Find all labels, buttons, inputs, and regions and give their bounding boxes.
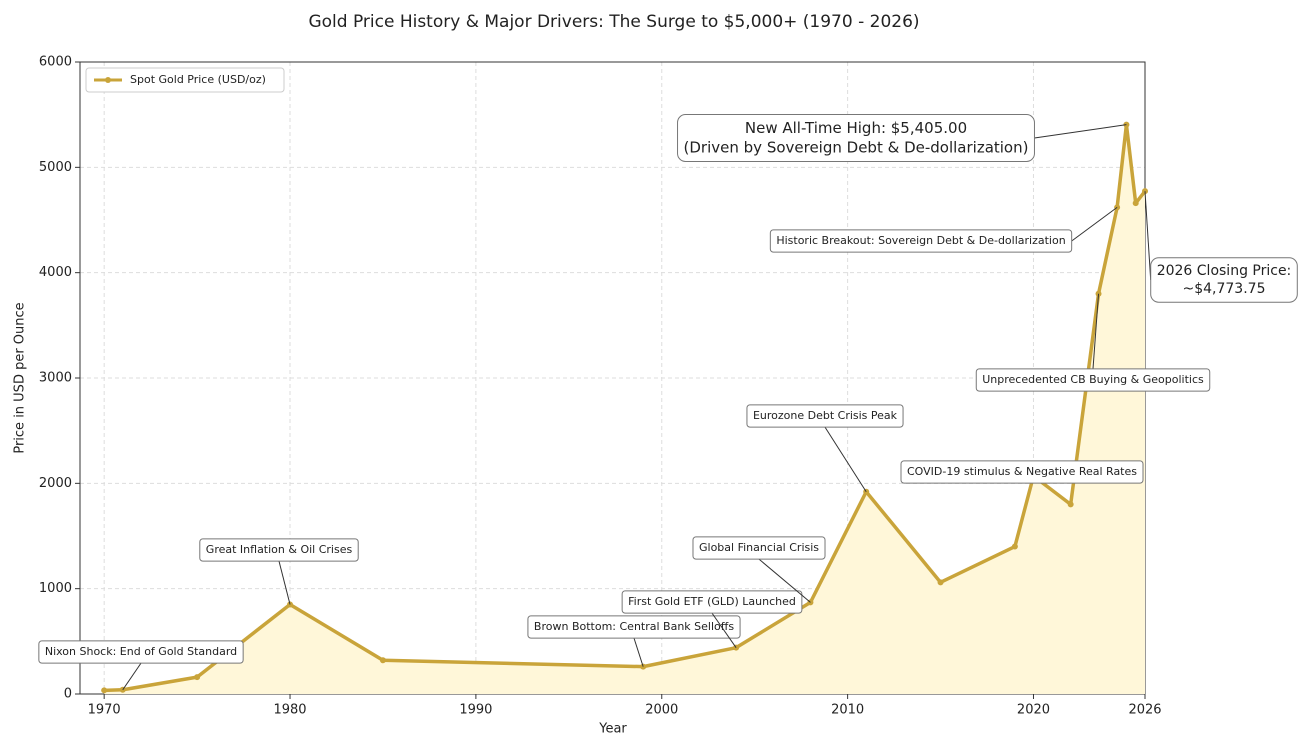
legend-swatch-dot bbox=[105, 77, 111, 83]
chart-title: Gold Price History & Major Drivers: The … bbox=[308, 12, 919, 32]
point bbox=[1067, 501, 1074, 508]
x-tick-label: 2000 bbox=[645, 703, 678, 718]
x-tick-label: 1980 bbox=[273, 703, 306, 718]
annotation-box bbox=[677, 114, 1035, 162]
annotation-text: New All-Time High: $5,405.00 bbox=[745, 119, 967, 137]
annotation-arrow bbox=[824, 426, 867, 493]
annotation-arrow bbox=[278, 561, 291, 605]
annotation-arrow bbox=[1071, 206, 1118, 242]
annotation-text: Eurozone Debt Crisis Peak bbox=[753, 409, 898, 422]
annotation-box bbox=[621, 590, 803, 614]
annotation-box bbox=[199, 538, 359, 562]
annotation-arrow bbox=[711, 612, 737, 648]
x-tick-label: 2020 bbox=[1017, 703, 1050, 718]
y-tick-label: 1000 bbox=[39, 581, 72, 596]
line bbox=[104, 122, 1147, 693]
annotation-text: Nixon Shock: End of Gold Standard bbox=[45, 645, 237, 658]
x-tick-label: 1970 bbox=[88, 703, 121, 718]
annotation-box bbox=[38, 640, 244, 664]
annotation: New All-Time High: $5,405.00(Driven by S… bbox=[677, 114, 1127, 162]
x-tick-label: 2010 bbox=[831, 703, 864, 718]
legend-label: Spot Gold Price (USD/oz) bbox=[130, 73, 266, 86]
y-tick-label: 2000 bbox=[39, 476, 72, 491]
annotation-arrow bbox=[1092, 293, 1100, 369]
annotation: COVID-19 stimulus & Negative Real Rates bbox=[900, 460, 1144, 484]
y-axis-label: Price in USD per Ounce bbox=[13, 302, 28, 453]
annotation-text: Brown Bottom: Central Bank Selloffs bbox=[534, 620, 734, 633]
annotation-text: Global Financial Crisis bbox=[699, 541, 819, 554]
annotation-box bbox=[692, 536, 826, 560]
annotation-text: (Driven by Sovereign Debt & De-dollariza… bbox=[684, 138, 1029, 156]
point bbox=[101, 687, 108, 694]
point bbox=[379, 657, 386, 664]
annotation: First Gold ETF (GLD) Launched bbox=[621, 590, 803, 648]
annotation-box bbox=[900, 460, 1144, 484]
annotation-text: ~$4,773.75 bbox=[1183, 281, 1266, 297]
annotation-arrow bbox=[1144, 191, 1152, 281]
point bbox=[194, 674, 201, 681]
annotation: Unprecedented CB Buying & Geopolitics bbox=[975, 293, 1211, 392]
annotation-text: First Gold ETF (GLD) Launched bbox=[628, 595, 796, 608]
annotation: Global Financial Crisis bbox=[692, 536, 826, 603]
y-tick-label: 5000 bbox=[39, 160, 72, 175]
annotation-arrow bbox=[122, 662, 142, 691]
point bbox=[1011, 543, 1018, 550]
annotation-text: COVID-19 stimulus & Negative Real Rates bbox=[907, 465, 1137, 478]
annotation: Brown Bottom: Central Bank Selloffs bbox=[527, 615, 741, 667]
x-tick-label: 2026 bbox=[1128, 703, 1161, 718]
annotation-box bbox=[769, 229, 1073, 253]
annotation-text: Unprecedented CB Buying & Geopolitics bbox=[982, 373, 1204, 386]
legend-box bbox=[85, 67, 285, 93]
annotation-box bbox=[746, 404, 904, 428]
annotation: Historic Breakout: Sovereign Debt & De-d… bbox=[769, 206, 1118, 253]
annotation: Eurozone Debt Crisis Peak bbox=[746, 404, 904, 493]
annotation-arrow bbox=[633, 637, 644, 667]
y-tick-label: 0 bbox=[64, 687, 72, 702]
annotation-arrow bbox=[1034, 124, 1127, 139]
annotation-box bbox=[1150, 257, 1298, 303]
annotation: 2026 Closing Price: ~$4,773.75 bbox=[1144, 191, 1298, 303]
y-tick-label: 6000 bbox=[39, 55, 72, 70]
y-tick-label: 4000 bbox=[39, 265, 72, 280]
point bbox=[937, 579, 944, 586]
legend: Spot Gold Price (USD/oz) bbox=[85, 67, 285, 93]
x-tick-label: 1990 bbox=[459, 703, 492, 718]
point bbox=[1132, 200, 1139, 207]
annotation-arrow bbox=[758, 558, 811, 603]
annotation-text: Great Inflation & Oil Crises bbox=[206, 543, 353, 556]
area bbox=[104, 124, 1145, 694]
annotation-text: Historic Breakout: Sovereign Debt & De-d… bbox=[776, 234, 1065, 247]
x-axis-label: Year bbox=[598, 722, 627, 737]
annotation: Great Inflation & Oil Crises bbox=[199, 538, 359, 605]
y-tick-label: 3000 bbox=[39, 371, 72, 386]
annotation: Nixon Shock: End of Gold Standard bbox=[38, 640, 244, 691]
annotation-box bbox=[527, 615, 741, 639]
annotation-box bbox=[975, 368, 1211, 392]
annotation-text: 2026 Closing Price: bbox=[1157, 263, 1292, 279]
